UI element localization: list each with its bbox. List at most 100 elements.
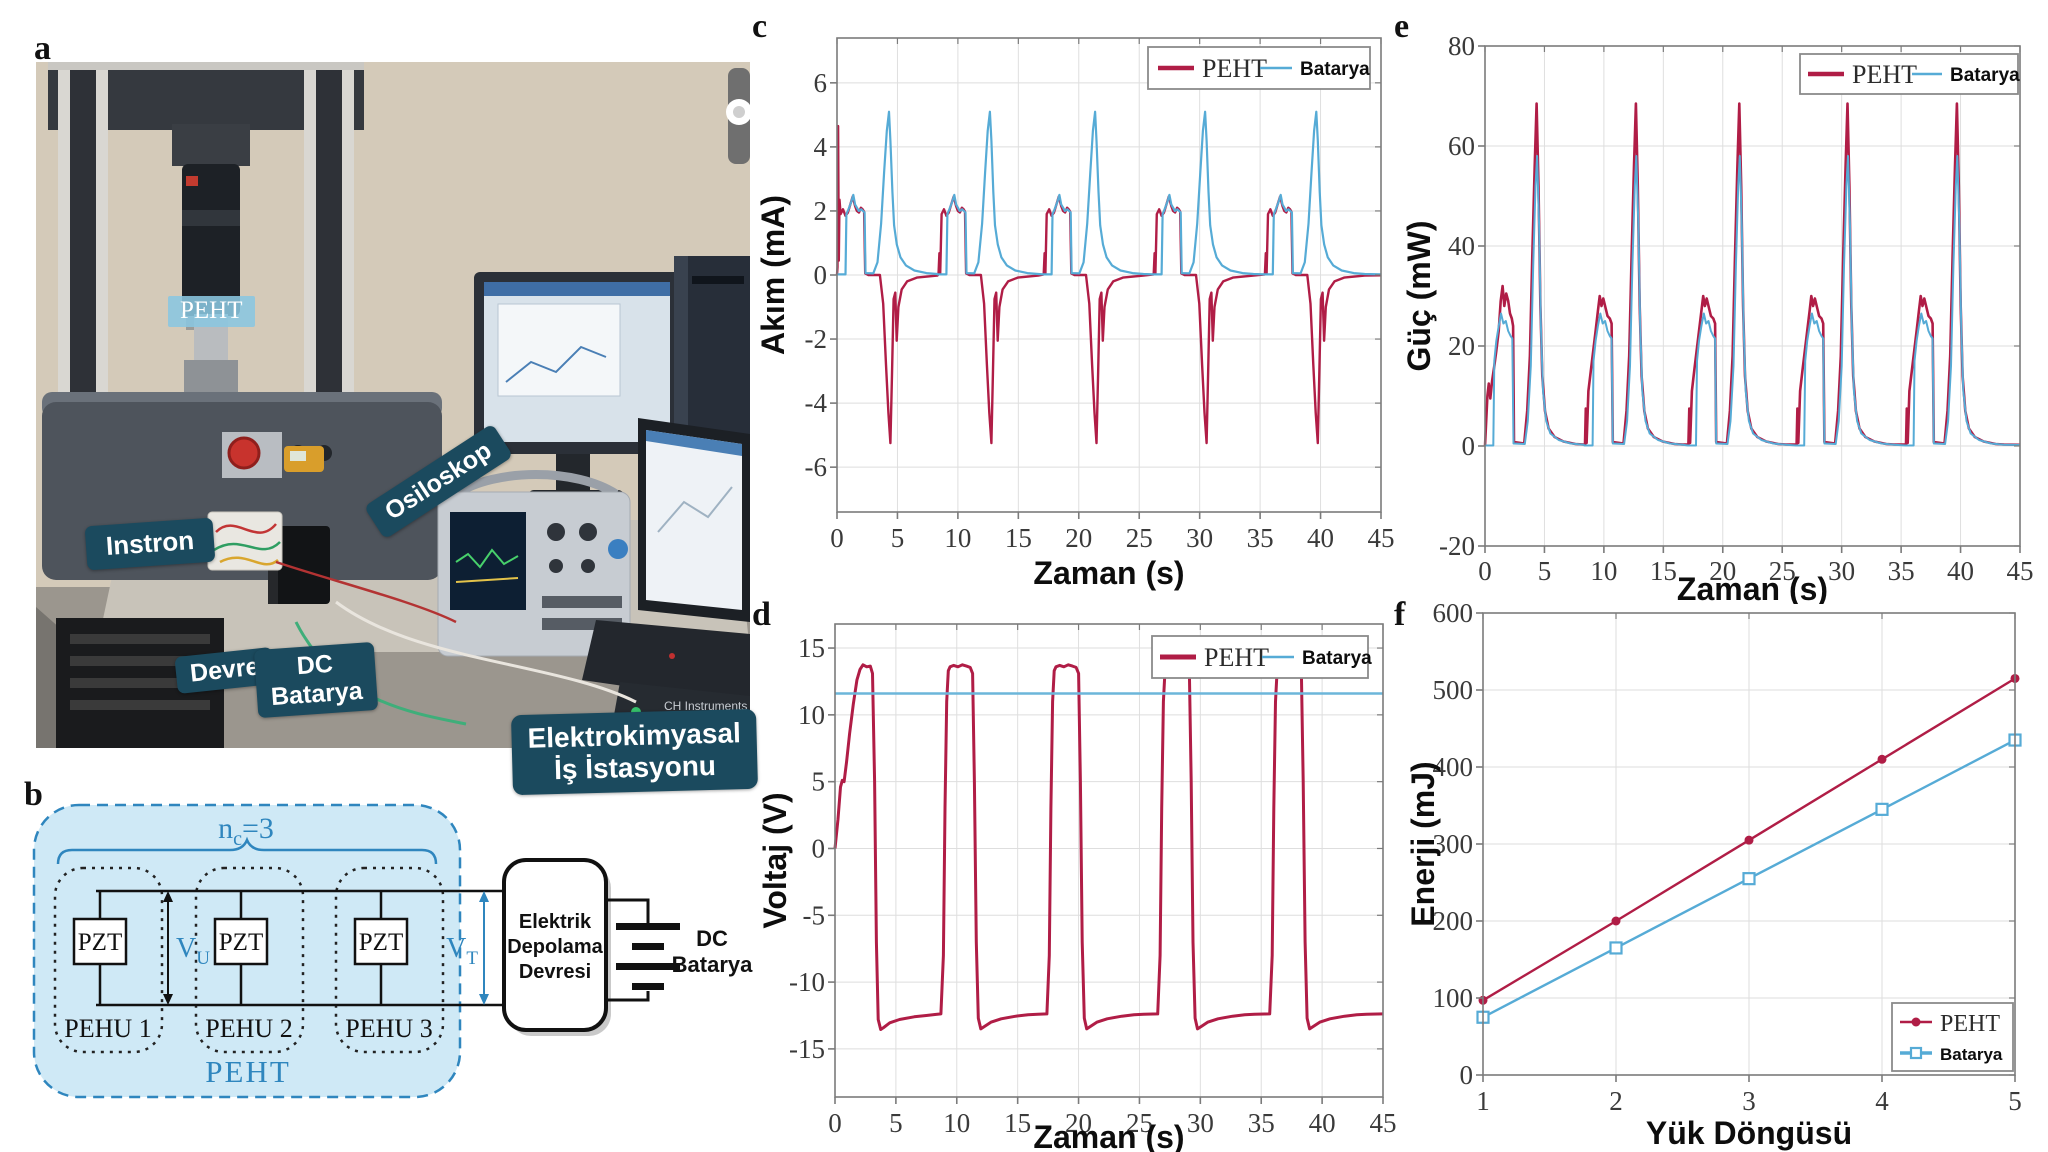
chart-power: 0 5 10 15 20 25 30 35 40 45 -20 0 20 40 60 80 Zaman (s) G… [1400, 0, 2048, 604]
svg-text:20: 20 [1065, 523, 1092, 553]
photo-label-peht: PEHT [168, 296, 255, 327]
storage-line2: Depolama [507, 936, 603, 958]
svg-text:25: 25 [1126, 523, 1153, 553]
panel-letter-f: f [1394, 596, 1406, 633]
svg-text:45: 45 [1370, 1108, 1397, 1138]
svg-text:30: 30 [1186, 523, 1213, 553]
svg-text:40: 40 [1947, 556, 1974, 586]
svg-text:4: 4 [814, 132, 828, 162]
svg-text:0: 0 [828, 1108, 842, 1138]
svg-text:Batarya: Batarya [1300, 59, 1370, 80]
svg-text:25: 25 [1769, 556, 1796, 586]
svg-text:80: 80 [1448, 31, 1475, 61]
peht-diagram-label: PEHT [205, 1054, 291, 1089]
svg-text:45: 45 [2007, 556, 2034, 586]
svg-text:300: 300 [1433, 829, 1474, 859]
vu-label: VU [176, 933, 210, 969]
pehu2-label: PEHU 2 [205, 1014, 292, 1043]
battery-symbol [606, 898, 680, 1002]
circuit-breadboard [207, 511, 283, 571]
photo-label-dc-line2: Batarya [270, 676, 364, 711]
svg-text:30: 30 [1187, 1108, 1214, 1138]
svg-text:Enerji (mJ): Enerji (mJ) [1405, 761, 1441, 926]
svg-text:200: 200 [1433, 906, 1474, 936]
legend-box-f [1891, 1002, 2014, 1072]
series-Batarya [1485, 155, 2021, 447]
pzt-label-3: PZT [359, 929, 403, 956]
multimeter-screen [290, 451, 306, 461]
battery-label-line1: DC [696, 926, 728, 951]
svg-text:Batarya: Batarya [1302, 648, 1372, 669]
svg-text:Akım (mA): Akım (mA) [758, 195, 791, 355]
svg-text:Zaman (s): Zaman (s) [1033, 555, 1184, 591]
svg-text:4: 4 [1875, 1086, 1889, 1116]
panel-letter-b: b [24, 776, 43, 813]
panel-letter-d: d [752, 596, 771, 633]
battery-label-line2: Batarya [672, 952, 753, 977]
pehu2-box [194, 866, 305, 1054]
svg-text:500: 500 [1433, 675, 1474, 705]
svg-text:20: 20 [1448, 331, 1475, 361]
svg-text:5: 5 [812, 767, 826, 797]
svg-text:-15: -15 [789, 1034, 825, 1064]
pehu1-box [53, 866, 164, 1054]
svg-text:1: 1 [1476, 1086, 1490, 1116]
svg-text:Batarya: Batarya [1950, 65, 2020, 86]
svg-text:5: 5 [891, 523, 905, 553]
vt-arrow [479, 891, 489, 1005]
svg-text:2: 2 [814, 196, 828, 226]
svg-text:Güç (mW): Güç (mW) [1401, 220, 1437, 371]
nc-brace [56, 836, 438, 865]
svg-text:10: 10 [944, 523, 971, 553]
svg-text:5: 5 [2008, 1086, 2022, 1116]
svg-text:PEHT: PEHT [1940, 1011, 2000, 1037]
svg-text:45: 45 [1368, 523, 1395, 553]
pzt-elements: PZT PZT PZT [72, 917, 409, 966]
panel-letter-c: c [752, 8, 768, 45]
desktop-monitor [474, 272, 680, 504]
svg-text:60: 60 [1448, 131, 1475, 161]
svg-text:6: 6 [814, 68, 828, 98]
chart-f-svg: 1 2 3 4 5 0 100 200 300 400 500 600 Yük Döngüsü Enerj… [1405, 598, 2022, 1151]
storage-line1: Elektrik [519, 911, 592, 933]
svg-text:0: 0 [1478, 556, 1492, 586]
svg-text:-20: -20 [1439, 531, 1475, 561]
svg-text:0: 0 [814, 260, 828, 290]
chart-current: 0 5 10 15 20 25 30 35 40 45 -6 -4 -2 0 2 4 6 Zaman (s) Akı… [758, 0, 1400, 592]
svg-text:PEHT: PEHT [1852, 60, 1917, 89]
svg-text:3: 3 [1742, 1086, 1756, 1116]
svg-text:Yük Döngüsü: Yük Döngüsü [1646, 1115, 1852, 1151]
svg-text:5: 5 [1538, 556, 1552, 586]
instron-machine [42, 62, 442, 748]
svg-text:600: 600 [1433, 598, 1474, 628]
svg-text:30: 30 [1828, 556, 1855, 586]
svg-text:15: 15 [798, 633, 825, 663]
svg-text:25: 25 [1126, 1108, 1153, 1138]
svg-text:10: 10 [943, 1108, 970, 1138]
lab-photo: CH Instruments [36, 62, 750, 748]
svg-text:-5: -5 [803, 900, 826, 930]
pehu3-box [334, 866, 445, 1054]
svg-text:0: 0 [1462, 431, 1476, 461]
circuit-wires [96, 889, 506, 1007]
circuit-diagram: nc=3 PZT PZT PZT VU [32, 803, 753, 1099]
chart-c-svg: 0 5 10 15 20 25 30 35 40 45 -6 -4 -2 0 2 4 6 Zaman (s) Akı… [758, 37, 1395, 591]
svg-text:PEHT: PEHT [1204, 643, 1269, 672]
vt-label: VT [446, 933, 478, 969]
oscilloscope-device [437, 470, 631, 657]
svg-text:5: 5 [889, 1108, 903, 1138]
pzt-label-1: PZT [78, 929, 122, 956]
series-Batarya [837, 110, 1382, 276]
svg-text:35: 35 [1247, 523, 1274, 553]
storage-circuit-box [502, 858, 608, 1032]
svg-text:Zaman (s): Zaman (s) [1033, 1119, 1184, 1152]
svg-text:20: 20 [1065, 1108, 1092, 1138]
svg-text:-6: -6 [805, 452, 828, 482]
svg-text:Zaman (s): Zaman (s) [1677, 571, 1828, 604]
pzt-label-2: PZT [219, 929, 263, 956]
svg-text:PEHT: PEHT [1202, 54, 1267, 83]
svg-text:10: 10 [798, 700, 825, 730]
